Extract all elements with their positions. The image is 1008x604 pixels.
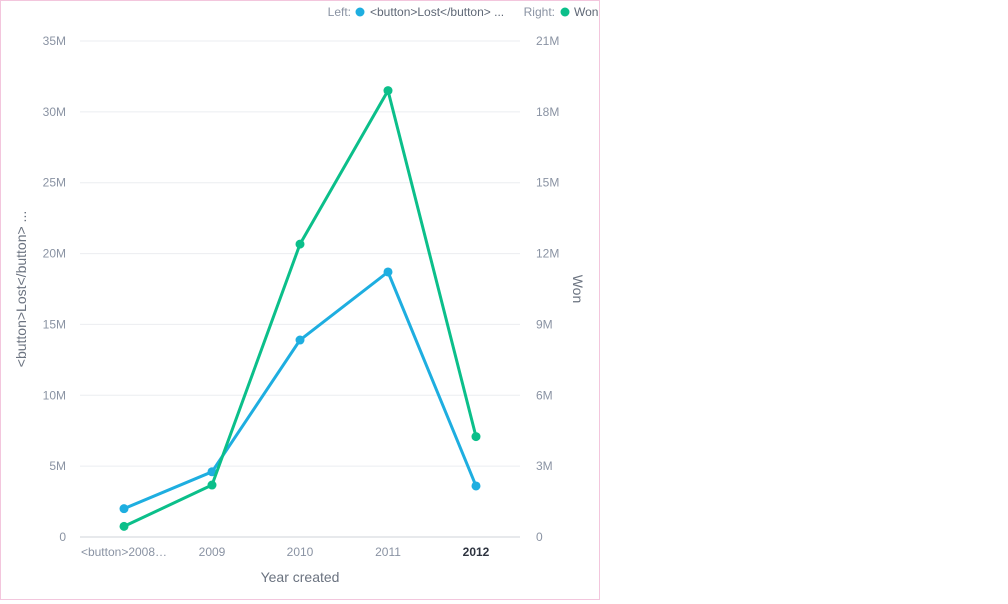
gridlines (80, 40, 520, 467)
legend-left-label: Left: (328, 5, 351, 19)
right-tick-label: 6M (536, 388, 553, 402)
right-tick-label: 18M (536, 105, 559, 119)
series-line-won[interactable] (123, 89, 478, 528)
x-tick-label[interactable]: <button>2008… (81, 545, 167, 559)
left-axis-ticks: 0 5M 10M 15M 20M 25M 30M 35M (43, 34, 67, 544)
right-tick-label: 3M (536, 459, 553, 473)
line-chart: 0 5M 10M 15M 20M 25M 30M 35M 0 3M 6M 9M 12M 15M 18M 21… (13, 5, 599, 585)
legend[interactable]: Left: <button>Lost</button> ... Right: W… (328, 5, 599, 19)
left-tick-label: 30M (43, 105, 66, 119)
data-point[interactable] (471, 432, 481, 442)
x-axis-ticks: <button>2008… 2009 2010 2011 2012 (81, 545, 490, 559)
right-axis-ticks: 0 3M 6M 9M 12M 15M 18M 21M (536, 34, 559, 544)
left-tick-label: 5M (49, 459, 66, 473)
data-point[interactable] (295, 239, 305, 249)
series-lines (119, 86, 481, 531)
x-tick-label[interactable]: 2009 (199, 545, 226, 559)
legend-right-series[interactable]: Won (574, 5, 598, 19)
data-point[interactable] (295, 335, 305, 345)
right-tick-label: 9M (536, 317, 553, 331)
data-point[interactable] (207, 467, 217, 477)
legend-right-label: Right: (524, 5, 555, 19)
chart-frame: 0 5M 10M 15M 20M 25M 30M 35M 0 3M 6M 9M 12M 15M 18M 21… (0, 0, 600, 600)
x-tick-label[interactable]: 2011 (375, 545, 401, 559)
left-axis-title: <button>Lost</button> ... (13, 211, 29, 367)
data-point[interactable] (119, 521, 129, 531)
data-point[interactable] (207, 480, 217, 490)
right-tick-label: 0 (536, 530, 543, 544)
right-tick-label: 12M (536, 247, 559, 261)
right-axis-title: Won (570, 275, 586, 304)
left-tick-label: 25M (43, 176, 66, 190)
data-point[interactable] (383, 86, 393, 96)
left-tick-label: 10M (43, 388, 66, 402)
data-point[interactable] (471, 481, 481, 491)
legend-left-swatch (355, 7, 365, 17)
legend-left-series[interactable]: <button>Lost</button> ... (370, 5, 504, 19)
series-line-lost[interactable] (123, 270, 478, 511)
right-tick-label: 15M (536, 176, 559, 190)
x-axis-title: Year created (261, 569, 340, 585)
data-point[interactable] (383, 267, 393, 277)
x-tick-label[interactable]: 2010 (287, 545, 314, 559)
x-tick-label[interactable]: 2012 (463, 545, 490, 559)
left-tick-label: 15M (43, 317, 66, 331)
legend-right-swatch (560, 7, 570, 17)
right-tick-label: 21M (536, 34, 559, 48)
left-tick-label: 35M (43, 34, 66, 48)
left-tick-label: 20M (43, 247, 66, 261)
left-tick-label: 0 (59, 530, 66, 544)
data-point[interactable] (119, 504, 129, 514)
